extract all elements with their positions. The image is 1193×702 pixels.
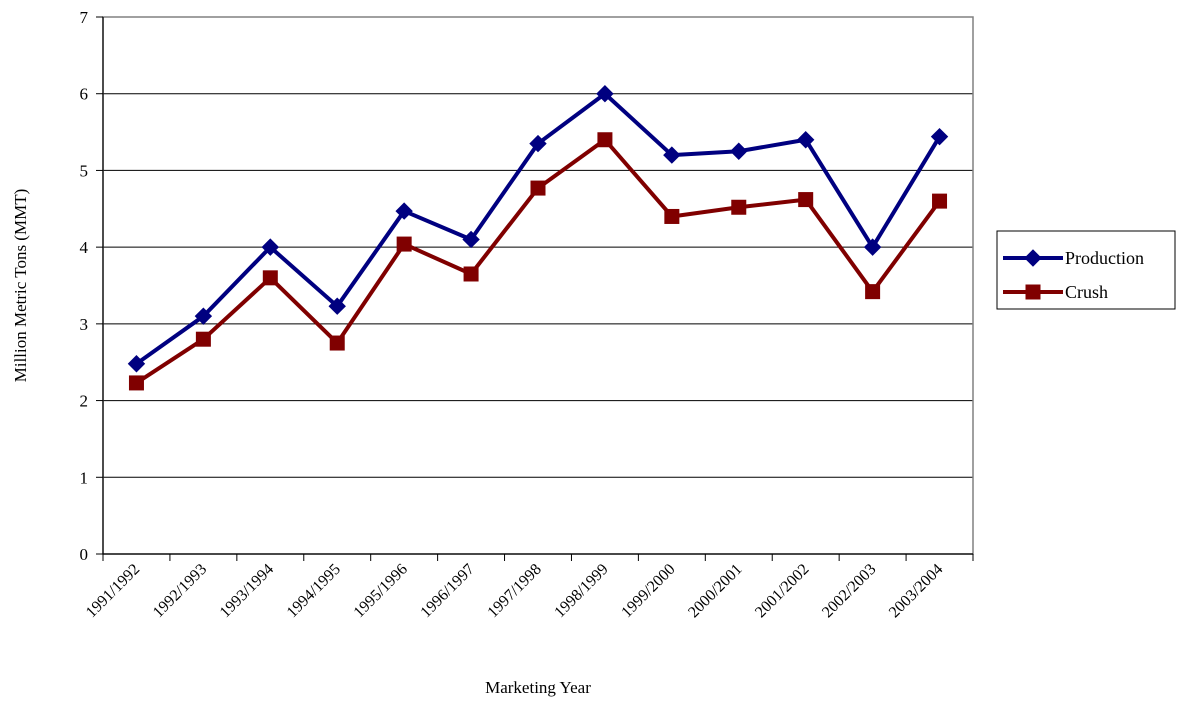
production-point [529, 134, 547, 153]
production-point [663, 146, 681, 164]
x-axis-title: Marketing Year [485, 678, 591, 697]
production-point [194, 307, 213, 325]
y-tick-label: 5 [80, 161, 89, 180]
legend: Production Crush [996, 230, 1176, 310]
production-point [930, 127, 949, 146]
crush-point [731, 199, 747, 215]
production-point [328, 297, 346, 315]
legend-crush-marker [1025, 284, 1041, 300]
series-layer [127, 85, 949, 391]
y-tick-label: 0 [80, 545, 89, 564]
y-tick-label: 1 [80, 468, 89, 487]
y-tick-label: 2 [80, 392, 89, 411]
crush-point [329, 335, 345, 351]
y-tick-label: 4 [80, 238, 89, 257]
crush-point [932, 193, 948, 209]
production-line [135, 91, 942, 366]
crush-point [597, 132, 613, 148]
production-point [863, 238, 882, 256]
crush-point [128, 375, 144, 391]
production-point [730, 142, 748, 160]
production-point [127, 355, 146, 373]
production-point [462, 230, 480, 249]
crush-point [664, 208, 680, 224]
x-tick-label: 1992/1993 [150, 561, 210, 621]
production-point [596, 85, 614, 103]
series-crush [128, 132, 948, 391]
crush-point [798, 192, 814, 208]
crush-point [195, 331, 211, 347]
y-tick-label: 3 [80, 315, 89, 334]
legend-production-marker [1024, 249, 1042, 267]
production-point [261, 238, 280, 256]
x-tick-label: 1994/1995 [284, 561, 344, 621]
crush-point [530, 180, 546, 196]
x-tick-label: 1996/1997 [417, 561, 477, 621]
axes: 0 1 2 3 4 5 6 7 1991/1992 1992/1993 1993/1994 1994/… [80, 8, 974, 621]
legend-production-label: Production [1065, 248, 1144, 268]
production-point [796, 131, 815, 149]
y-tick-label: 7 [80, 8, 89, 27]
x-tick-label: 1998/1999 [551, 561, 611, 621]
x-tick-label: 1993/1994 [217, 561, 277, 621]
crush-point [463, 266, 479, 282]
x-tick-label: 1991/1992 [83, 561, 143, 621]
y-axis-title: Million Metric Tons (MMT) [11, 189, 30, 383]
x-tick-label: 1995/1996 [351, 561, 411, 621]
legend-crush-label: Crush [1065, 282, 1108, 302]
x-tick-label: 2000/2001 [685, 561, 745, 621]
x-tick-label: 1999/2000 [618, 561, 678, 621]
series-production [127, 85, 949, 373]
y-tick-label: 6 [80, 85, 89, 104]
x-tick-label: 2002/2003 [819, 561, 879, 621]
crush-point [396, 236, 412, 252]
production-point [395, 202, 413, 220]
x-tick-label: 1997/1998 [484, 561, 544, 621]
crush-point [865, 284, 881, 300]
x-tick-label: 2001/2002 [752, 561, 812, 621]
x-tick-label: 2003/2004 [886, 561, 946, 621]
crush-point [262, 270, 278, 286]
gridlines [103, 93, 973, 478]
